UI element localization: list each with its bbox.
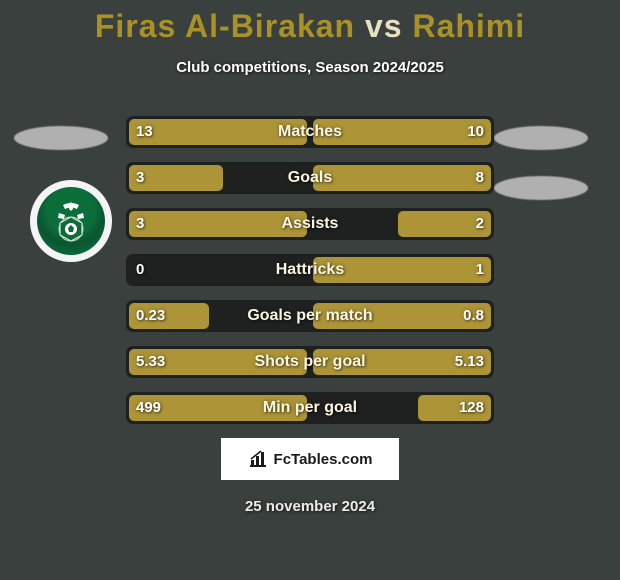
infographic-container: Firas Al-Birakan vs Rahimi Club competit…: [0, 0, 620, 580]
stat-value-left: 499: [136, 392, 161, 424]
stat-value-right: 8: [476, 162, 484, 194]
stat-value-right: 0.8: [463, 300, 484, 332]
player-right-name: Rahimi: [412, 8, 525, 44]
stat-label: Hattricks: [126, 254, 494, 286]
player-left-name: Firas Al-Birakan: [95, 8, 355, 44]
stat-label: Min per goal: [126, 392, 494, 424]
stat-value-right: 2: [476, 208, 484, 240]
stat-value-left: 5.33: [136, 346, 165, 378]
footer-label: FcTables.com: [274, 451, 373, 468]
stat-row: Assists3 2: [126, 208, 494, 240]
stats-area: Matches1310Goals38Assists32Hattricks01Go…: [0, 116, 620, 424]
stat-value-right: 5.13: [455, 346, 484, 378]
stat-value-left: 13: [136, 116, 153, 148]
stat-value-left: 0: [136, 254, 144, 286]
stat-label: Matches: [126, 116, 494, 148]
stat-label: Goals per match: [126, 300, 494, 332]
stat-row: Goals3 8: [126, 162, 494, 194]
stat-value-right: 1: [476, 254, 484, 286]
stat-label: Assists: [126, 208, 494, 240]
stat-row: Min per goal499 128: [126, 392, 494, 424]
stat-label: Goals: [126, 162, 494, 194]
stat-row: Goals per match0.23 0.8: [126, 300, 494, 332]
stat-value-right: 128: [459, 392, 484, 424]
stat-row: Hattricks0 1: [126, 254, 494, 286]
comparison-title: Firas Al-Birakan vs Rahimi: [0, 8, 620, 45]
date-label: 25 november 2024: [0, 498, 620, 515]
stat-value-left: 0.23: [136, 300, 165, 332]
stat-label: Shots per goal: [126, 346, 494, 378]
subtitle: Club competitions, Season 2024/2025: [0, 59, 620, 76]
chart-icon: [248, 449, 268, 469]
stat-row: Shots per goal5.33 5.13: [126, 346, 494, 378]
stat-row: Matches13 10: [126, 116, 494, 148]
title-vs: vs: [365, 8, 403, 44]
stat-value-right: 10: [467, 116, 484, 148]
stat-value-left: 3: [136, 162, 144, 194]
footer-attribution: FcTables.com: [221, 438, 399, 480]
stat-value-left: 3: [136, 208, 144, 240]
